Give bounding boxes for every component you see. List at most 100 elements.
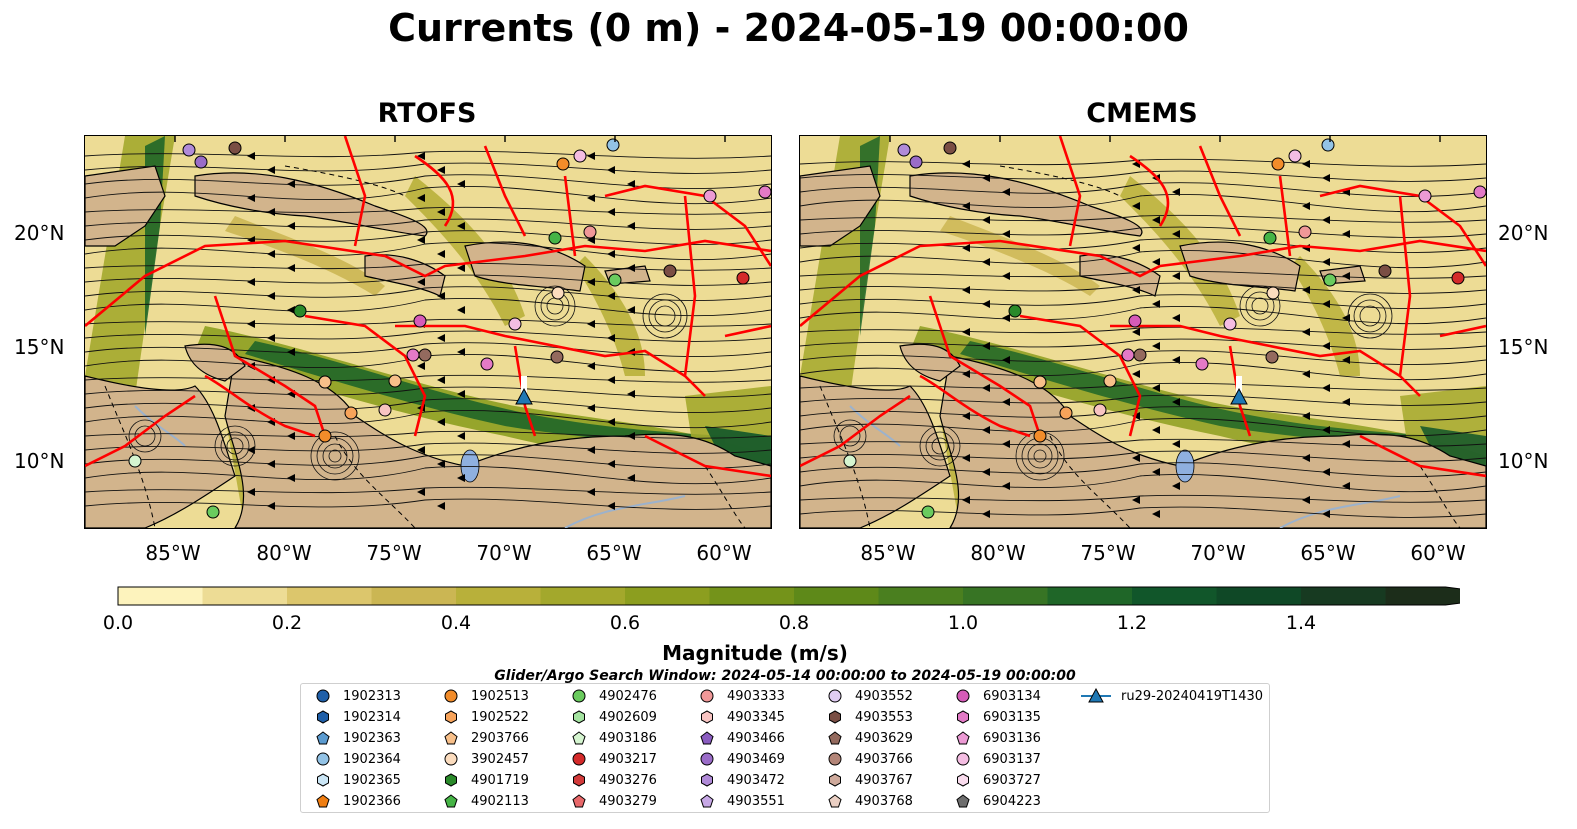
eddy-contour (534, 285, 576, 327)
streamline-arrow (962, 160, 970, 168)
land-mass (1079, 254, 1161, 297)
argo-float-marker (480, 357, 494, 371)
streamline (800, 193, 1486, 213)
argo-float-marker (206, 505, 220, 519)
streamline (85, 409, 771, 429)
legend-item: ru29-20240419T1430 (1081, 688, 1263, 704)
legend-label: 4903333 (727, 688, 785, 704)
border-line (1049, 435, 1131, 528)
argo-float-marker (1473, 185, 1486, 199)
streamline-arrow (437, 460, 445, 468)
eez-boundary (1019, 314, 1142, 437)
streamline-arrow (587, 152, 595, 160)
streamline-arrow (457, 264, 465, 272)
eddy-contour (1353, 299, 1387, 333)
speed-patch (1120, 176, 1240, 326)
colorbar-segment (1301, 587, 1386, 605)
legend-label: 1902364 (343, 751, 401, 767)
legend-item: 4903552 (825, 688, 913, 704)
streamline-arrow (982, 384, 990, 392)
legend-marker-icon (828, 794, 842, 808)
colorbar-tick: 0.4 (440, 612, 472, 634)
eez-boundary (1110, 324, 1421, 397)
eez-boundary (1278, 175, 1292, 257)
legend-label: 4903276 (599, 772, 657, 788)
streamline (800, 361, 1486, 381)
argo-float-marker (548, 231, 562, 245)
legend-label: 4903472 (727, 772, 785, 788)
argo-float-marker (583, 225, 597, 239)
streamline-arrow (587, 404, 595, 412)
colorbar-segment (878, 587, 964, 605)
streamline-arrow (247, 446, 255, 454)
eez-boundary (304, 314, 427, 437)
argo-float-marker (378, 403, 392, 417)
streamline-arrow (417, 278, 425, 286)
streamline-arrow (287, 432, 295, 440)
streamline-arrow (607, 376, 615, 384)
legend-marker-icon (829, 773, 841, 787)
argo-float-marker (1008, 304, 1022, 318)
streamline-arrow (267, 208, 275, 216)
argo-float-marker (1033, 375, 1047, 389)
streamline-arrow (1302, 328, 1310, 336)
eez-boundary (513, 345, 537, 437)
legend-item: 1902363 (313, 730, 401, 746)
streamline (800, 305, 1486, 325)
legend-item: 4902476 (569, 688, 657, 704)
current-field-cmems (800, 136, 1486, 528)
legend-label: 6903134 (983, 688, 1041, 704)
colorbar-segments (117, 586, 1460, 606)
legend-item: 3902457 (441, 751, 529, 767)
lon-label-75w: 75°W (1080, 541, 1136, 565)
argo-float-marker (897, 143, 911, 157)
argo-float-marker (418, 348, 432, 362)
streamline-arrow (1342, 398, 1350, 406)
streamline-arrow (437, 334, 445, 342)
colorbar-segment (371, 587, 457, 605)
legend-marker-icon (956, 689, 970, 703)
streamline-arrow (1152, 384, 1160, 392)
legend-item: 1902365 (313, 772, 401, 788)
legend-item: 4903279 (569, 793, 657, 809)
streamline-arrow (287, 222, 295, 230)
legend-item: 1902313 (313, 688, 401, 704)
streamline-arrow (437, 208, 445, 216)
legend-item: 4902113 (441, 793, 529, 809)
legend-marker-icon (828, 731, 842, 745)
streamline-arrow (1172, 230, 1180, 238)
colorbar-tick: 0.2 (271, 612, 303, 634)
lon-label-85w: 85°W (145, 541, 201, 565)
streamline (85, 286, 771, 301)
legend-item: 1902522 (441, 709, 529, 725)
streamline (800, 249, 1486, 269)
legend-item: 4903629 (825, 730, 913, 746)
streamline-arrow (1152, 510, 1160, 518)
eez-boundary (1359, 434, 1486, 478)
streamline-arrow (587, 488, 595, 496)
eddy-contour (1239, 285, 1281, 327)
current-field-rtofs (85, 136, 771, 528)
legend-label: 4903466 (727, 730, 785, 746)
legend-item: 1902364 (313, 751, 401, 767)
streamline-arrow (982, 216, 990, 224)
eddy-contour (648, 299, 682, 333)
streamline-arrow (1172, 482, 1180, 490)
argo-float-marker (1265, 350, 1279, 364)
legend-label: 1902314 (343, 709, 401, 725)
legend-label: 1902513 (471, 688, 529, 704)
legend-label: 1902366 (343, 793, 401, 809)
legend-item: 6903136 (953, 730, 1041, 746)
streamline-arrow (1132, 244, 1140, 252)
streamline (800, 182, 1486, 197)
colorbar-segment (963, 587, 1048, 605)
legend-label: 4902113 (471, 793, 529, 809)
eez-boundary (928, 295, 1042, 437)
streamline-arrow (627, 222, 635, 230)
legend-marker-icon (700, 731, 714, 745)
legend-marker-icon (444, 794, 458, 808)
streamline-arrow (1322, 216, 1330, 224)
streamline-arrow (982, 468, 990, 476)
argo-float-marker (1128, 314, 1142, 328)
streamline-arrow (1002, 482, 1010, 490)
